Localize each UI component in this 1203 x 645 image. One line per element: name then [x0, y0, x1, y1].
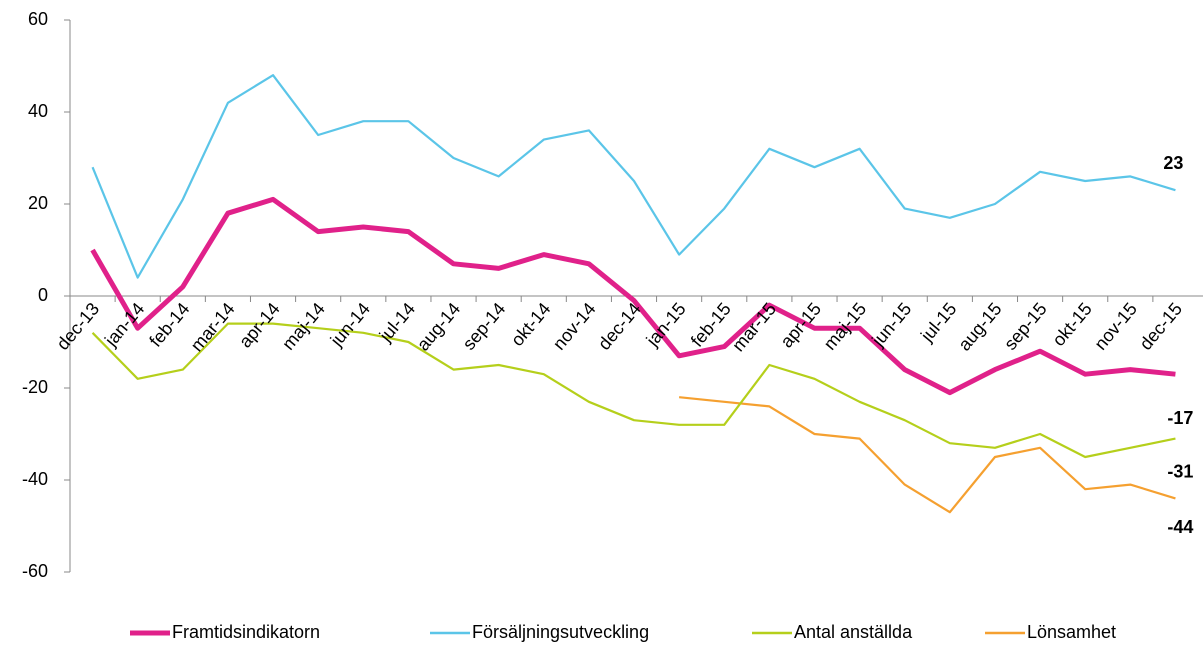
data-label: -17 — [1167, 408, 1193, 428]
x-tick-label: mar-15 — [728, 299, 780, 356]
x-tick-label: aug-14 — [413, 299, 464, 355]
legend-label: Lönsamhet — [1027, 622, 1116, 642]
data-label: -31 — [1167, 461, 1193, 481]
x-tick-label: jul-15 — [916, 299, 960, 346]
x-tick-label: nov-14 — [549, 299, 600, 354]
x-tick-label: maj-14 — [278, 299, 329, 354]
x-tick-label: apr-14 — [235, 299, 284, 352]
series-line — [91, 74, 1176, 279]
y-tick-label: 20 — [28, 193, 48, 213]
legend-label: Antal anställda — [794, 622, 913, 642]
x-tick-label: dec-15 — [1135, 299, 1186, 354]
x-tick-label: dec-14 — [594, 299, 645, 354]
x-tick-label: okt-15 — [1048, 299, 1095, 350]
x-tick-label: okt-14 — [507, 299, 554, 350]
x-tick-label: mar-14 — [187, 299, 239, 356]
legend-label: Framtidsindikatorn — [172, 622, 320, 642]
y-tick-label: 0 — [38, 285, 48, 305]
series-line — [90, 196, 1176, 396]
series-line — [679, 396, 1176, 514]
y-tick-label: 40 — [28, 101, 48, 121]
x-tick-label: jun-14 — [326, 299, 374, 351]
y-tick-label: 60 — [28, 9, 48, 29]
y-tick-label: -60 — [22, 561, 48, 581]
data-label: -44 — [1167, 517, 1193, 537]
x-tick-label: nov-15 — [1090, 299, 1141, 354]
data-label: 23 — [1163, 153, 1183, 173]
legend-label: Försäljningsutveckling — [472, 622, 649, 642]
x-tick-label: jun-15 — [867, 299, 915, 351]
x-tick-label: aug-15 — [954, 299, 1005, 355]
x-tick-label: sep-14 — [459, 299, 510, 354]
y-tick-label: -40 — [22, 469, 48, 489]
x-tick-label: dec-13 — [53, 299, 104, 354]
series-line — [91, 322, 1176, 459]
x-tick-label: apr-15 — [776, 299, 825, 352]
x-tick-label: sep-15 — [1000, 299, 1051, 354]
y-tick-label: -20 — [22, 377, 48, 397]
